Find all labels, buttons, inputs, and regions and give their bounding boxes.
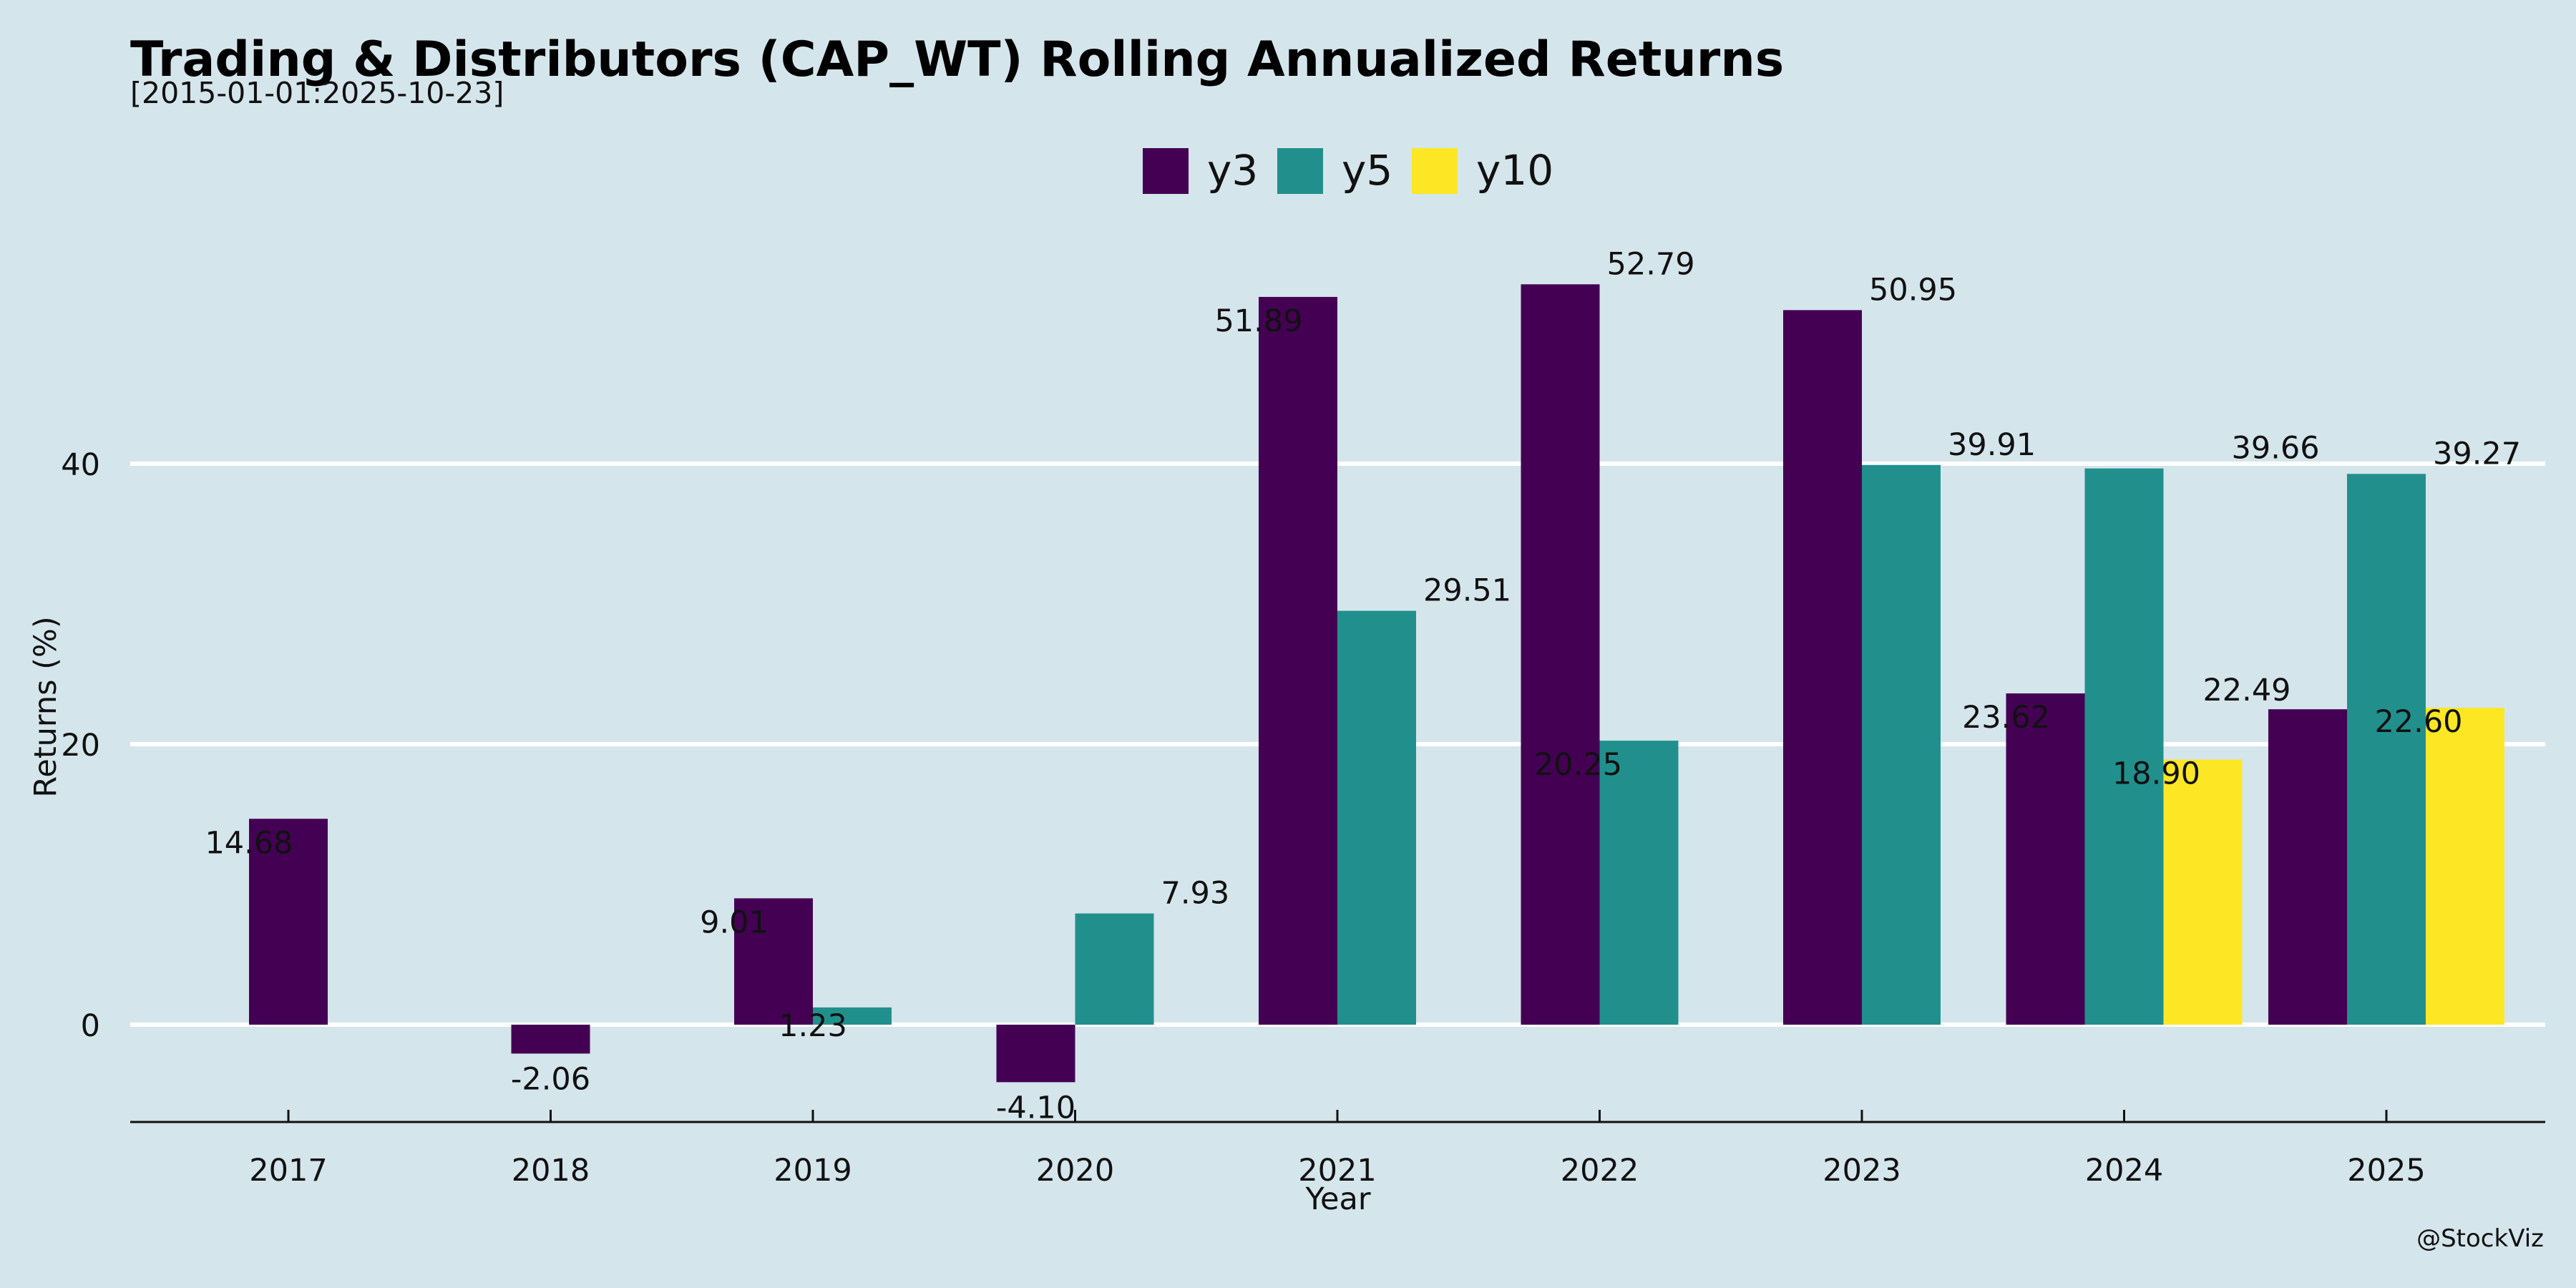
data-label-y10-2024: 18.90: [2112, 756, 2200, 792]
bar-y5-2022: [1599, 741, 1679, 1025]
x-tick-label: 2019: [774, 1153, 852, 1189]
credit-text: @StockViz: [2416, 1224, 2544, 1253]
data-label-y5-2022: 20.25: [1534, 747, 1622, 783]
data-label-y10-2025: 22.60: [2374, 704, 2462, 740]
chart-title: Trading & Distributors (CAP_WT) Rolling …: [130, 31, 1784, 88]
x-axis-label: Year: [1304, 1181, 1370, 1217]
data-label-y5-2021: 29.51: [1423, 573, 1511, 609]
x-tick-label: 2017: [249, 1153, 327, 1189]
bar-y5-2023: [1862, 464, 1941, 1025]
data-label-y5-2023: 39.91: [1948, 427, 2036, 463]
legend-swatch-y3: [1143, 148, 1189, 194]
legend-label-y5: y5: [1342, 146, 1392, 195]
y-axis-label: Returns (%): [28, 616, 64, 797]
bar-y3-2023: [1783, 310, 1862, 1025]
data-label-y3-2023: 50.95: [1869, 272, 1957, 308]
y-tick-label: 40: [61, 447, 100, 483]
bar-y5-2021: [1337, 610, 1416, 1025]
data-label-y3-2020: -4.10: [996, 1090, 1075, 1126]
bar-y10-2025: [2426, 708, 2504, 1025]
y-tick-label: 0: [81, 1008, 100, 1044]
data-label-y5-2025: 39.27: [2433, 436, 2521, 472]
x-tick-label: 2021: [1298, 1153, 1376, 1189]
legend-label-y10: y10: [1476, 146, 1553, 195]
bar-y3-2021: [1259, 296, 1337, 1025]
data-label-y5-2019: 1.23: [779, 1008, 847, 1044]
data-label-y3-2021: 51.89: [1214, 303, 1302, 339]
bar-y5-2020: [1075, 913, 1154, 1025]
bar-y5-2024: [2084, 468, 2164, 1025]
bars: [249, 284, 2504, 1083]
chart-subtitle: [2015-01-01:2025-10-23]: [130, 76, 504, 110]
bar-y3-2017: [249, 819, 328, 1025]
bar-y3-2022: [1521, 284, 1600, 1025]
legend-label-y3: y3: [1207, 146, 1258, 195]
legend-swatch-y10: [1412, 148, 1458, 194]
data-label-y5-2020: 7.93: [1161, 876, 1230, 912]
legend: y3 y5 y10: [1143, 146, 1553, 195]
y-tick-label: 20: [61, 728, 100, 763]
data-label-y3-2017: 14.68: [205, 825, 293, 861]
x-tick-label: 2025: [2347, 1153, 2425, 1189]
bar-y5-2025: [2347, 474, 2426, 1025]
data-label-y3-2025: 22.49: [2202, 673, 2290, 708]
bar-y5-2019: [813, 1007, 892, 1025]
bar-y3-2020: [996, 1025, 1075, 1083]
bar-y3-2018: [511, 1025, 590, 1054]
data-label-y3-2018: -2.06: [511, 1061, 590, 1097]
x-tick-label: 2024: [2085, 1153, 2163, 1189]
bar-y3-2024: [2006, 693, 2085, 1025]
data-label-y3-2019: 9.01: [700, 904, 769, 940]
legend-swatch-y5: [1277, 148, 1323, 194]
bar-y3-2025: [2268, 709, 2347, 1025]
data-label-y3-2022: 52.79: [1607, 246, 1695, 282]
data-label-y3-2024: 23.62: [1962, 700, 2050, 736]
data-labels: 14.68 -2.06 9.01 1.23 -4.10 7.93 51.89 29.51 52.…: [205, 246, 2521, 1126]
bar-y3-2019: [734, 898, 813, 1025]
x-tick-label: 2018: [512, 1153, 590, 1189]
axes: 2017 2018 2019 2020 2021 2022 2023 2024 2025: [130, 1110, 2545, 1189]
x-tick-label: 2022: [1561, 1153, 1639, 1189]
bar-y10-2024: [2163, 759, 2243, 1025]
x-tick-label: 2023: [1823, 1153, 1901, 1189]
x-tick-label: 2020: [1036, 1153, 1114, 1189]
data-label-y5-2024: 39.66: [2232, 431, 2320, 467]
